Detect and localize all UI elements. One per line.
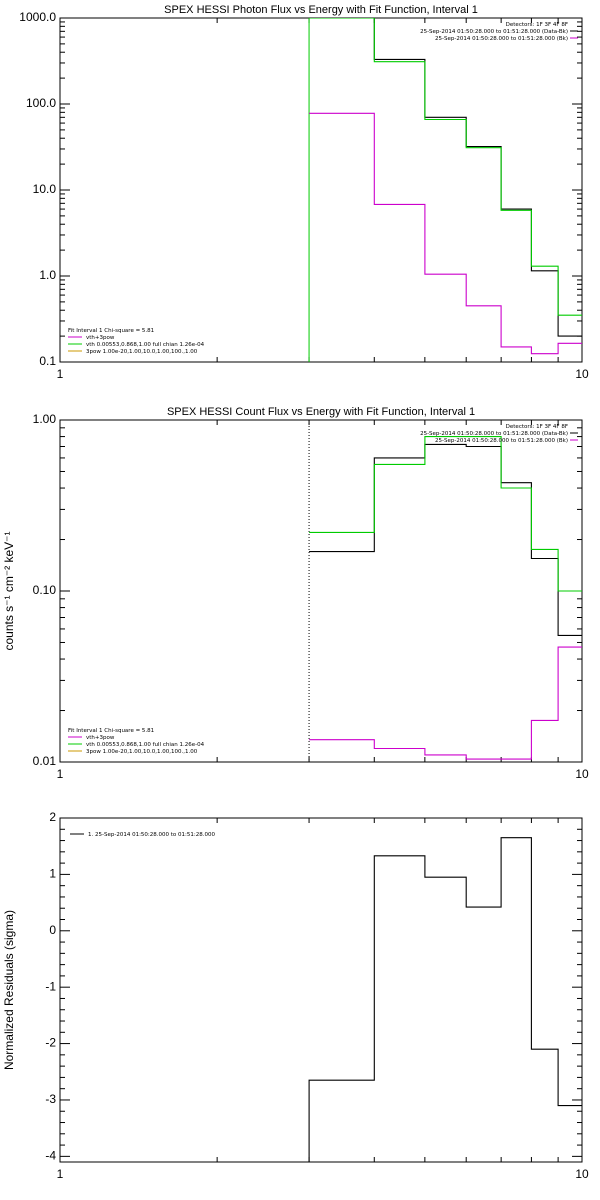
y-tick-label: 0.1 bbox=[39, 354, 56, 368]
y-tick-label: -3 bbox=[45, 1092, 56, 1106]
y-tick-label: 1000.0 bbox=[19, 10, 56, 24]
legend-bottom-left-entry: vth 0.00553,0.868,1.00 full chian 1.26e-… bbox=[86, 342, 205, 348]
legend-top-right-entry: Detectors: 1F 3F 4F 8F bbox=[506, 424, 568, 430]
legend-bottom-left-entry: vth 0.00553,0.868,1.00 full chian 1.26e-… bbox=[86, 742, 205, 748]
series-3-histogram bbox=[309, 112, 582, 355]
x-tick-label: 1 bbox=[57, 367, 64, 381]
series-1-histogram bbox=[309, 443, 582, 636]
legend-top-right-entry: 25-Sep-2014 01:50:28.000 to 01:51:28.000… bbox=[435, 36, 568, 42]
x-tick-label: 1 bbox=[57, 767, 64, 781]
y-tick-label: -1 bbox=[45, 979, 56, 993]
y-tick-label: 10.0 bbox=[33, 182, 57, 196]
chart-panel-2: SPEX HESSI Count Flux vs Energy with Fit… bbox=[2, 406, 589, 781]
plot-frame bbox=[59, 817, 583, 1163]
y-tick-label: 1.0 bbox=[39, 268, 56, 282]
chart-panel-1: SPEX HESSI Photon Flux vs Energy with Fi… bbox=[19, 4, 589, 381]
legend-top-right-entry: 25-Sep-2014 01:50:28.000 to 01:51:28.000… bbox=[420, 29, 568, 35]
series-1-histogram bbox=[308, 837, 582, 1162]
y-tick-label: 0.10 bbox=[33, 583, 57, 597]
legend-top-left-entry: 1. 25-Sep-2014 01:50:28.000 to 01:51:28.… bbox=[88, 832, 215, 838]
x-tick-label: 10 bbox=[575, 367, 589, 381]
y-tick-label: -4 bbox=[45, 1149, 56, 1163]
y-axis-label: counts s⁻¹ cm⁻² keV⁻¹ bbox=[2, 531, 16, 650]
x-tick-label: 1 bbox=[57, 1167, 64, 1181]
y-tick-label: 0 bbox=[49, 923, 56, 937]
y-tick-label: 1.00 bbox=[33, 412, 57, 426]
legend-bottom-left-entry: Fit Interval 1 Chi-square = 5.81 bbox=[68, 728, 154, 734]
x-tick-label: 10 bbox=[575, 1167, 589, 1181]
legend-bottom-left-entry: vth+3pow bbox=[86, 735, 115, 741]
series-1-histogram bbox=[309, 18, 582, 337]
y-tick-label: 2 bbox=[49, 810, 56, 824]
y-tick-label: 1 bbox=[49, 867, 56, 881]
legend-top-right-entry: 25-Sep-2014 01:50:28.000 to 01:51:28.000… bbox=[435, 438, 568, 444]
legend-top-right-entry: 25-Sep-2014 01:50:28.000 to 01:51:28.000… bbox=[420, 431, 568, 437]
y-tick-label: 100.0 bbox=[26, 96, 56, 110]
legend-bottom-left-entry: 3pow 1.00e-20,1.00,10.0,1.00,100.,1.00 bbox=[86, 349, 198, 355]
legend-bottom-left-entry: vth+3pow bbox=[86, 335, 115, 341]
series-2-histogram bbox=[309, 18, 582, 316]
series-3-histogram bbox=[309, 646, 582, 760]
x-tick-label: 10 bbox=[575, 767, 589, 781]
y-tick-label: -2 bbox=[45, 1036, 56, 1050]
series-2-histogram bbox=[309, 436, 582, 592]
legend-bottom-left-entry: 3pow 1.00e-20,1.00,10.0,1.00,100.,1.00 bbox=[86, 749, 198, 755]
chart-title: SPEX HESSI Count Flux vs Energy with Fit… bbox=[167, 406, 475, 418]
legend-top-right-entry: Detectors: 1F 3F 4F 8F bbox=[506, 22, 568, 28]
y-tick-label: 0.01 bbox=[33, 754, 57, 768]
chart-panel-3: Normalized Residuals (sigma)1 10210-1-2-3… bbox=[2, 810, 589, 1181]
legend-bottom-left-entry: Fit Interval 1 Chi-square = 5.81 bbox=[68, 328, 154, 334]
chart-title: SPEX HESSI Photon Flux vs Energy with Fi… bbox=[164, 4, 478, 16]
y-axis-label: Normalized Residuals (sigma) bbox=[2, 910, 16, 1070]
